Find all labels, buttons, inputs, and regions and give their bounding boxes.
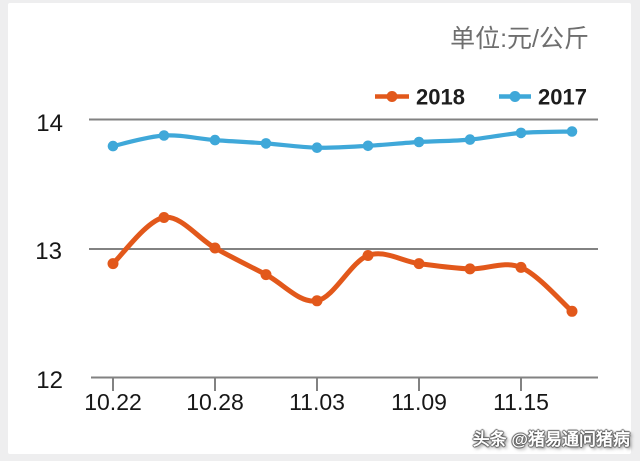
- svg-text:2018: 2018: [416, 85, 465, 110]
- svg-text:单位:元/公斤: 单位:元/公斤: [450, 25, 589, 53]
- svg-text:11.03: 11.03: [289, 389, 345, 415]
- svg-text:14: 14: [36, 110, 63, 137]
- svg-text:10.28: 10.28: [186, 389, 244, 415]
- svg-text:13: 13: [35, 238, 62, 265]
- svg-text:10.22: 10.22: [84, 389, 142, 415]
- svg-text:2017: 2017: [538, 85, 587, 110]
- svg-text:11.09: 11.09: [391, 389, 447, 415]
- svg-text:12: 12: [36, 367, 63, 394]
- svg-text:11.15: 11.15: [493, 389, 549, 415]
